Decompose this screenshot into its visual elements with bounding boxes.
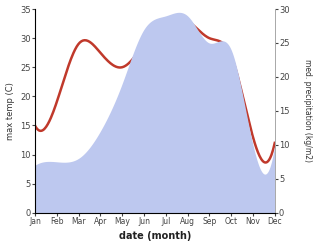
X-axis label: date (month): date (month) xyxy=(119,231,191,242)
Y-axis label: med. precipitation (kg/m2): med. precipitation (kg/m2) xyxy=(303,59,313,162)
Y-axis label: max temp (C): max temp (C) xyxy=(5,82,15,140)
